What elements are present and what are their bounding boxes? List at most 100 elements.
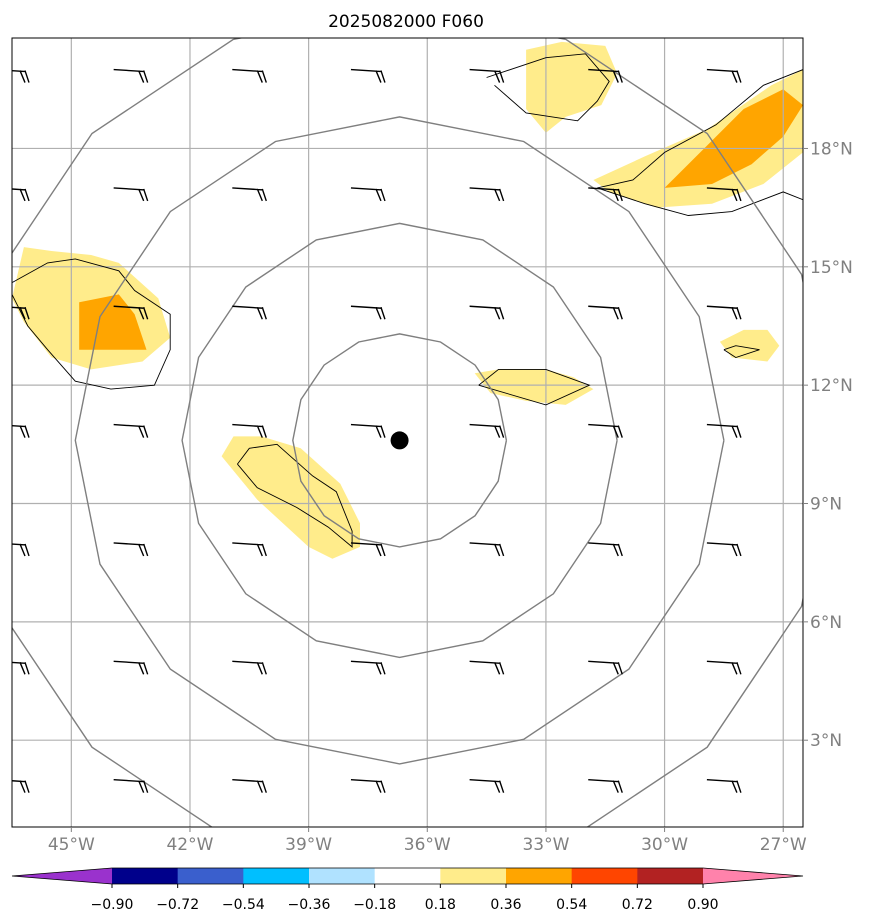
wind-barb — [588, 305, 623, 320]
lon-label: 30°W — [641, 835, 688, 855]
field-fill-area — [719, 329, 780, 362]
wind-barb — [113, 305, 149, 320]
wind-barb — [232, 542, 267, 557]
latitude-labels: 3°N 6°N 9°N 12°N 15°N 18°N — [803, 139, 853, 751]
wind-barb — [232, 660, 267, 675]
map-title: 2025082000 F060 — [328, 12, 484, 32]
contour-lines — [12, 53, 803, 548]
colorbar-extend-high — [703, 868, 803, 884]
colorbar-segment — [571, 868, 638, 884]
wind-barb — [12, 188, 30, 202]
colorbar-label: −0.54 — [222, 897, 265, 913]
wind-barb — [232, 68, 267, 83]
colorbar-label: 0.18 — [425, 897, 456, 913]
map-plot-area — [12, 38, 803, 827]
contour-line — [597, 69, 803, 189]
wind-barb — [350, 660, 386, 675]
colorbar-label: 0.90 — [687, 897, 718, 913]
contour-line — [237, 443, 353, 548]
lat-label: 15°N — [810, 258, 853, 278]
wind-barb — [469, 542, 505, 557]
colorbar-label: −0.36 — [288, 897, 331, 913]
wind-barb — [469, 187, 505, 202]
colorbar-label: −0.90 — [91, 897, 134, 913]
wind-barb — [113, 68, 149, 83]
wind-barb — [113, 187, 149, 202]
wind-barb — [469, 778, 505, 793]
wind-barb — [469, 68, 505, 83]
wind-barb — [12, 543, 30, 557]
lon-label: 42°W — [166, 835, 213, 855]
wind-barb — [113, 778, 149, 793]
field-fill-area — [221, 436, 360, 559]
colorbar-label: −0.72 — [156, 897, 199, 913]
wind-barb — [350, 778, 386, 793]
wind-barb — [350, 423, 386, 438]
wind-barb — [469, 423, 505, 438]
range-ring — [181, 222, 618, 659]
wind-barb — [706, 778, 742, 793]
field-fill-layer — [12, 41, 803, 559]
wind-barb — [350, 187, 386, 202]
wind-barb — [588, 660, 623, 675]
wind-barb — [12, 425, 30, 438]
wind-barb — [12, 306, 30, 320]
colorbar-segment — [309, 868, 376, 884]
contour-line — [486, 53, 610, 122]
wind-barb — [350, 542, 386, 557]
wind-barb — [588, 542, 623, 557]
wind-barb — [232, 187, 267, 202]
wind-barb — [588, 68, 623, 83]
wind-barb — [706, 68, 742, 83]
wind-barb — [469, 660, 505, 675]
colorbar-label: 0.54 — [556, 897, 587, 913]
wind-barb — [12, 780, 30, 793]
gridlines — [12, 38, 803, 827]
lon-label: 39°W — [285, 835, 332, 855]
colorbar-label: −0.18 — [353, 897, 396, 913]
colorbar-segment — [637, 868, 704, 884]
lat-label: 18°N — [810, 139, 853, 159]
lon-label: 27°W — [760, 835, 807, 855]
colorbar-label: 0.72 — [622, 897, 653, 913]
map-frame — [11, 37, 804, 828]
contour-line — [723, 345, 760, 358]
contour-line — [12, 258, 171, 390]
wind-barb — [706, 423, 742, 438]
colorbar-segment — [440, 868, 507, 884]
wind-barb — [12, 661, 30, 675]
colorbar-segment — [177, 868, 244, 884]
lat-label: 12°N — [810, 376, 853, 396]
colorbar-segment — [506, 868, 573, 884]
storm-center-marker — [390, 431, 409, 450]
contour-line — [597, 187, 803, 216]
lat-label: 6°N — [810, 613, 842, 633]
range-ring — [74, 116, 725, 765]
wind-barb — [113, 542, 149, 557]
lat-label: 9°N — [810, 495, 842, 515]
wind-barb — [350, 305, 386, 320]
lon-label: 36°W — [404, 835, 451, 855]
wind-barb — [113, 660, 149, 675]
wind-barb — [588, 778, 623, 793]
field-fill-area — [593, 69, 803, 208]
field-fill-area — [474, 369, 594, 405]
field-fill-area — [664, 89, 803, 188]
wind-barb — [588, 187, 623, 202]
colorbar-segment — [243, 868, 310, 884]
wind-barb — [706, 187, 742, 202]
longitude-labels: 45°W 42°W 39°W 36°W 33°W 30°W 27°W — [48, 827, 807, 855]
colorbar: −0.90 −0.72 −0.54 −0.36 −0.18 0.18 0.36 0.54 0.7… — [11, 867, 804, 913]
range-ring — [292, 333, 508, 548]
colorbar-segment — [374, 868, 441, 884]
wind-barb — [113, 423, 149, 438]
colorbar-segment — [112, 868, 179, 884]
wind-barb — [232, 778, 267, 793]
wind-barb — [706, 542, 742, 557]
colorbar-label: 0.36 — [490, 897, 521, 913]
colorbar-extend-low — [12, 868, 112, 884]
wind-barb — [469, 305, 505, 320]
wind-barb — [706, 305, 742, 320]
wind-barbs — [12, 68, 742, 793]
